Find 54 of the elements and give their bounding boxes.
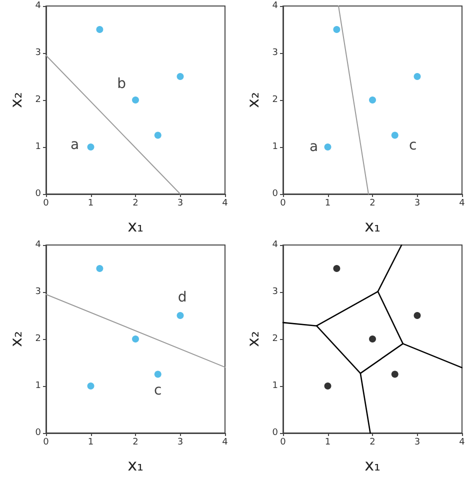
y-tick-label: 0 xyxy=(272,428,278,438)
x-tick-label: 4 xyxy=(222,198,228,208)
x-tick-label: 1 xyxy=(324,438,331,448)
x-tick-label: 2 xyxy=(132,198,138,208)
x-tick-label: 0 xyxy=(43,198,50,208)
x-tick-label: 3 xyxy=(414,438,420,448)
y-tick-label: 3 xyxy=(272,48,278,58)
data-label: b xyxy=(117,76,126,92)
data-label: a xyxy=(309,139,318,155)
y-tick-label: 4 xyxy=(272,240,278,250)
y-axis-title: x₂ xyxy=(244,331,262,347)
data-label: c xyxy=(409,137,417,154)
x-tick-label: 0 xyxy=(280,438,286,448)
x-axis-title: x₁ xyxy=(128,216,144,236)
x-tick-label: 2 xyxy=(132,438,138,448)
y-tick-label: 1 xyxy=(272,142,278,152)
x-tick-label: 4 xyxy=(459,438,466,448)
x-tick-label: 1 xyxy=(324,198,331,208)
x-tick-label: 3 xyxy=(414,198,420,208)
y-tick-label: 4 xyxy=(35,240,42,250)
x-tick-label: 0 xyxy=(280,198,286,208)
y-tick-label: 1 xyxy=(35,142,41,152)
y-tick-label: 4 xyxy=(35,1,42,11)
data-label: d xyxy=(178,290,187,306)
y-tick-label: 1 xyxy=(272,381,278,391)
x-tick-label: 1 xyxy=(88,438,94,448)
x-axis-title: x₁ xyxy=(364,216,380,236)
y-tick-label: 2 xyxy=(272,95,278,105)
y-tick-label: 0 xyxy=(272,189,278,199)
x-tick-label: 1 xyxy=(88,198,94,208)
data-label: c xyxy=(154,382,162,398)
x-tick-label: 4 xyxy=(459,198,466,208)
x-axis-title: x₁ xyxy=(364,456,380,474)
y-axis-title: x₂ xyxy=(6,331,26,347)
y-tick-label: 1 xyxy=(35,381,41,391)
x-tick-label: 2 xyxy=(370,438,376,448)
x-tick-label: 0 xyxy=(43,438,50,448)
x-axis-title: x₁ xyxy=(128,456,144,474)
y-tick-label: 2 xyxy=(35,95,41,105)
x-tick-label: 2 xyxy=(370,198,376,208)
y-tick-label: 3 xyxy=(35,287,41,297)
x-tick-label: 3 xyxy=(177,198,184,208)
y-axis-title: x₂ xyxy=(6,92,26,108)
y-tick-label: 0 xyxy=(35,428,42,438)
y-tick-label: 4 xyxy=(272,1,278,11)
y-tick-label: 0 xyxy=(35,189,42,199)
data-label: a xyxy=(70,137,80,153)
x-tick-label: 3 xyxy=(177,438,184,448)
y-tick-label: 3 xyxy=(272,287,278,297)
y-axis-title: x₂ xyxy=(244,92,262,108)
x-tick-label: 4 xyxy=(222,438,228,448)
y-tick-label: 2 xyxy=(35,334,41,344)
y-tick-label: 3 xyxy=(35,48,41,58)
y-tick-label: 2 xyxy=(272,334,278,344)
